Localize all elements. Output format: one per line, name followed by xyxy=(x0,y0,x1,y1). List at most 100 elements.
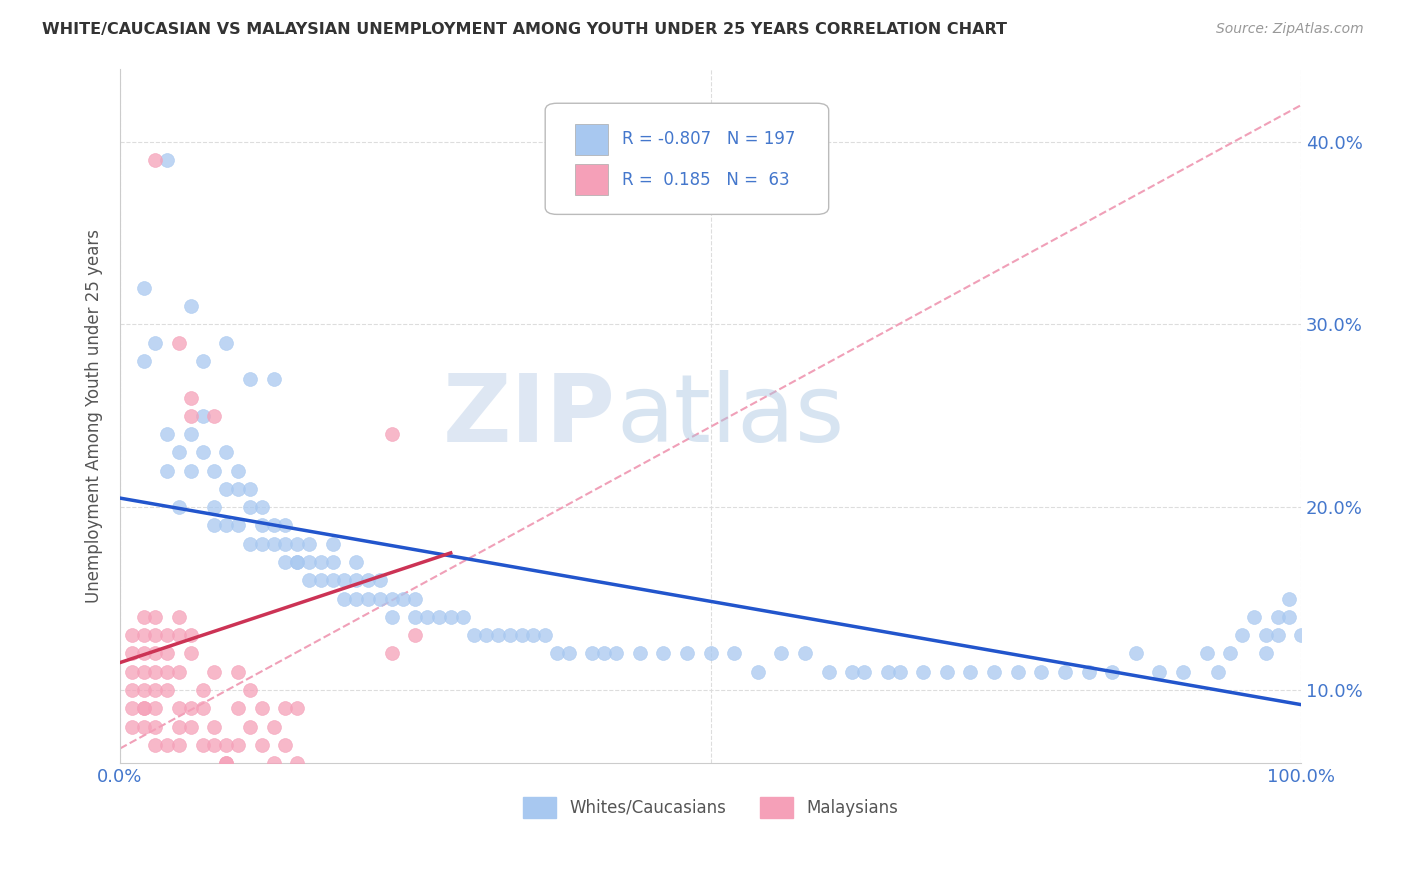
Point xyxy=(204,720,226,734)
Point xyxy=(404,610,426,624)
Point xyxy=(1007,665,1029,679)
Point xyxy=(1077,665,1099,679)
Point xyxy=(121,628,143,642)
Point xyxy=(285,555,308,569)
Point xyxy=(263,720,285,734)
Point xyxy=(581,647,603,661)
Point xyxy=(226,464,249,478)
Point xyxy=(1031,665,1053,679)
Point xyxy=(1254,628,1277,642)
Point xyxy=(368,574,391,588)
Point xyxy=(274,537,297,551)
Point xyxy=(274,738,297,752)
Point xyxy=(167,738,190,752)
Point xyxy=(145,665,167,679)
Point xyxy=(239,500,262,515)
Point xyxy=(605,647,627,661)
Point xyxy=(546,647,568,661)
Point xyxy=(652,647,675,661)
Point xyxy=(204,464,226,478)
Point xyxy=(747,665,769,679)
Point xyxy=(1208,665,1230,679)
Point xyxy=(463,628,485,642)
Point xyxy=(145,610,167,624)
Point xyxy=(191,445,214,459)
Point xyxy=(180,701,202,715)
Text: Source: ZipAtlas.com: Source: ZipAtlas.com xyxy=(1216,22,1364,37)
Point xyxy=(180,720,202,734)
Point xyxy=(344,591,367,606)
Point xyxy=(676,647,699,661)
Point xyxy=(132,610,155,624)
Point xyxy=(427,610,450,624)
Point xyxy=(250,537,273,551)
Point xyxy=(853,665,876,679)
Point xyxy=(522,628,544,642)
Point xyxy=(156,427,179,442)
Point xyxy=(298,555,321,569)
Point xyxy=(322,574,344,588)
FancyBboxPatch shape xyxy=(575,163,607,195)
Point xyxy=(344,555,367,569)
Point xyxy=(486,628,509,642)
Point xyxy=(263,372,285,386)
Point xyxy=(156,683,179,698)
Point xyxy=(145,683,167,698)
Point xyxy=(1267,610,1289,624)
Point xyxy=(381,610,404,624)
Point xyxy=(191,354,214,368)
Point xyxy=(121,647,143,661)
Point xyxy=(250,500,273,515)
Point xyxy=(145,153,167,167)
Point xyxy=(628,647,651,661)
Point xyxy=(167,628,190,642)
Point xyxy=(204,518,226,533)
Point xyxy=(132,665,155,679)
Point xyxy=(381,647,404,661)
Point xyxy=(309,574,332,588)
Point xyxy=(1125,647,1147,661)
Point xyxy=(841,665,863,679)
Point xyxy=(191,683,214,698)
Point xyxy=(204,500,226,515)
Point xyxy=(145,647,167,661)
Point xyxy=(239,537,262,551)
Text: R = -0.807   N = 197: R = -0.807 N = 197 xyxy=(621,130,796,148)
Point xyxy=(215,756,238,771)
Point xyxy=(215,756,238,771)
Point xyxy=(132,647,155,661)
Point xyxy=(145,738,167,752)
Point xyxy=(357,591,380,606)
Point xyxy=(959,665,981,679)
Point xyxy=(1053,665,1076,679)
Point xyxy=(699,647,721,661)
Point xyxy=(1149,665,1171,679)
Point xyxy=(285,756,308,771)
Point xyxy=(889,665,911,679)
Point xyxy=(263,518,285,533)
Point xyxy=(1195,647,1218,661)
Point xyxy=(215,335,238,350)
Point xyxy=(121,701,143,715)
Y-axis label: Unemployment Among Youth under 25 years: Unemployment Among Youth under 25 years xyxy=(86,229,103,603)
Point xyxy=(298,574,321,588)
Point xyxy=(322,537,344,551)
Point xyxy=(167,500,190,515)
FancyBboxPatch shape xyxy=(575,124,607,155)
Point xyxy=(381,591,404,606)
Point xyxy=(239,372,262,386)
Point xyxy=(1278,591,1301,606)
Point xyxy=(145,701,167,715)
Point xyxy=(1289,628,1312,642)
Point xyxy=(876,665,898,679)
Point xyxy=(132,720,155,734)
Point xyxy=(263,537,285,551)
Point xyxy=(239,683,262,698)
Point xyxy=(156,464,179,478)
Point xyxy=(239,720,262,734)
Legend: Whites/Caucasians, Malaysians: Whites/Caucasians, Malaysians xyxy=(516,790,905,824)
Point xyxy=(180,464,202,478)
Point xyxy=(167,701,190,715)
Point xyxy=(1267,628,1289,642)
Point xyxy=(404,628,426,642)
